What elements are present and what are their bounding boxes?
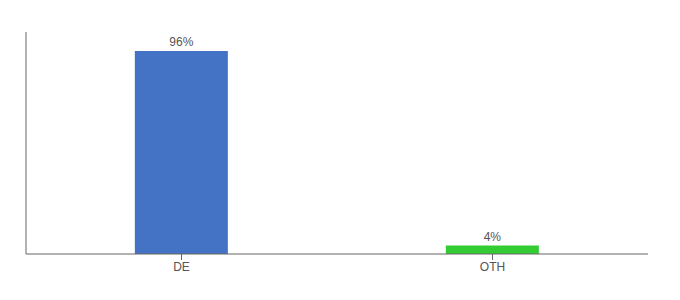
svg-text:DE: DE xyxy=(173,260,190,274)
svg-text:OTH: OTH xyxy=(480,260,505,274)
svg-text:4%: 4% xyxy=(484,230,502,244)
svg-text:96%: 96% xyxy=(169,35,193,49)
